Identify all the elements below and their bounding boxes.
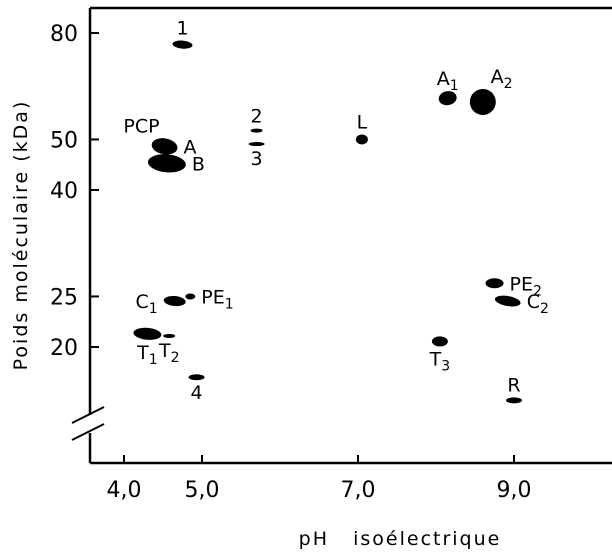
spot-label: A2 (491, 66, 513, 92)
spot-1 (172, 40, 193, 49)
spot-label: T3 (429, 348, 451, 374)
spot-label-pcp: PCP (123, 115, 159, 137)
spot-l (355, 134, 368, 145)
spot-label: 4 (190, 382, 202, 404)
x-tick-label: 9,0 (497, 478, 532, 503)
spot-t1 (133, 327, 162, 340)
axis-break-mark (71, 423, 105, 441)
spot-label: T1 (136, 342, 158, 368)
spot-label: A (184, 136, 197, 158)
spot-c2 (494, 295, 521, 307)
spot-pe2 (485, 278, 504, 289)
spot-label: C1 (135, 291, 157, 317)
spot-label: A1 (437, 68, 459, 94)
x-tick-label: 7,0 (341, 478, 376, 503)
spot-label: B (192, 153, 205, 175)
spot-a2 (469, 88, 496, 115)
y-tick-label: 50 (50, 128, 78, 153)
spot-t2 (163, 333, 176, 338)
spot-4 (188, 374, 205, 381)
spot-t3 (431, 336, 448, 347)
spot-label: T2 (158, 340, 180, 366)
spot-label: PE2 (510, 273, 542, 299)
x-axis-title: pH isoélectrique (299, 528, 502, 550)
spot-r (506, 397, 522, 404)
spot-c1 (163, 295, 186, 307)
spot-2 (250, 128, 263, 133)
spot-a1 (438, 91, 457, 106)
y-tick-label: 25 (50, 285, 78, 310)
x-tick-label: 5,0 (185, 478, 220, 503)
plot-frame (71, 6, 612, 465)
y-axis-title: Poids moléculaire (kDa) (10, 100, 32, 371)
spot-3 (248, 142, 265, 147)
spot-label: L (357, 111, 368, 133)
spot-a (151, 138, 178, 155)
y-axis-ticks: 80 50 40 25 20 (50, 22, 99, 361)
x-tick-label: 4,0 (107, 478, 142, 503)
protein-spots (133, 40, 522, 404)
axis-break-mark (71, 406, 105, 424)
y-tick-label: 40 (50, 179, 78, 204)
spot-label: 2 (251, 106, 263, 128)
y-tick-label: 80 (50, 22, 78, 47)
spot-label: C2 (527, 291, 549, 317)
y-tick-label: 20 (50, 336, 78, 361)
x-axis-ticks: 4,0 5,0 7,0 9,0 (107, 455, 532, 503)
spot-label: 3 (251, 148, 263, 170)
spot-b (147, 154, 186, 173)
spot-label: PE1 (201, 286, 233, 312)
spot-label: 1 (176, 18, 188, 40)
spot-label: R (507, 374, 520, 396)
spot-pe1 (185, 293, 196, 300)
